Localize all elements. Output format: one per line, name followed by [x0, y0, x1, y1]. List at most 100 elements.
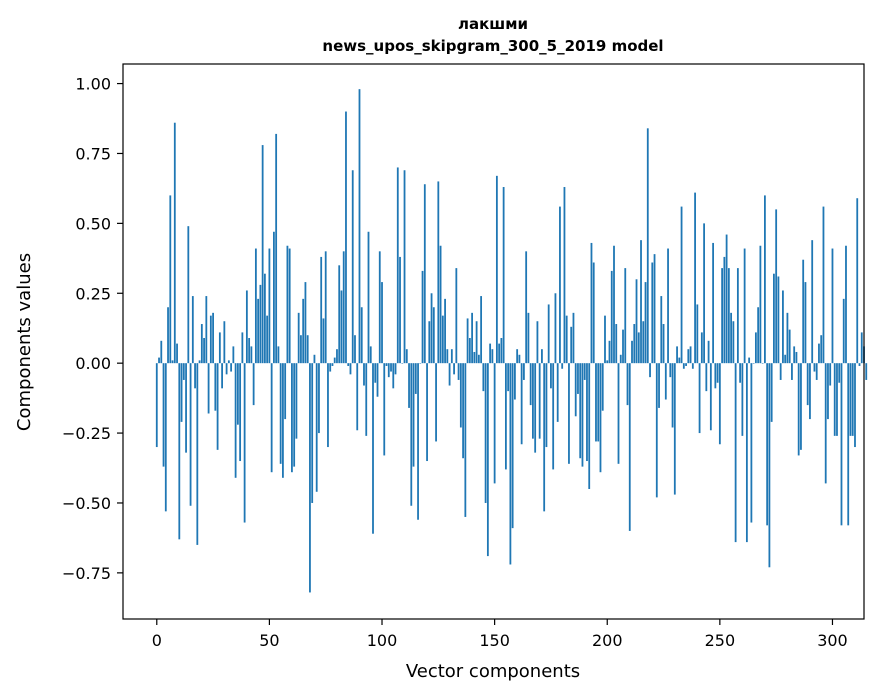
bar-component-242: [700, 332, 703, 364]
bar-series: [155, 89, 868, 593]
bar-component-264: [750, 363, 753, 523]
bar-component-284: [795, 351, 798, 364]
bar-component-3: [162, 363, 165, 467]
bar-component-220: [651, 262, 654, 364]
bar-component-116: [417, 363, 419, 520]
bar-component-97: [374, 363, 377, 383]
bar-component-207: [622, 329, 624, 364]
bar-component-61: [293, 363, 296, 467]
bar-component-5: [167, 307, 169, 364]
bar-component-303: [838, 363, 841, 383]
bar-component-86: [349, 363, 352, 375]
bar-component-174: [547, 304, 550, 364]
bar-component-223: [658, 363, 660, 408]
bar-component-110: [403, 170, 406, 364]
bar-component-54: [277, 346, 280, 364]
bar-component-98: [376, 363, 379, 397]
bar-component-279: [784, 354, 787, 364]
bar-component-34: [232, 346, 235, 364]
bar-component-307: [847, 363, 850, 526]
bar-component-190: [583, 363, 586, 380]
bar-component-213: [635, 279, 638, 364]
bar-component-119: [423, 184, 426, 364]
bar-component-297: [824, 363, 827, 484]
bar-component-57: [284, 363, 287, 420]
bar-component-227: [667, 248, 669, 364]
bar-component-195: [595, 363, 597, 442]
bar-component-266: [754, 332, 757, 364]
bar-component-131: [450, 349, 453, 364]
bar-component-291: [811, 240, 814, 364]
bar-component-275: [775, 209, 778, 364]
bar-component-6: [169, 195, 172, 364]
bar-component-281: [788, 329, 791, 364]
bar-component-214: [637, 332, 640, 364]
bar-component-75: [324, 251, 327, 364]
bar-component-157: [509, 363, 512, 565]
bar-component-56: [282, 363, 284, 478]
bar-component-55: [279, 363, 282, 464]
bar-component-209: [626, 363, 629, 406]
bar-component-63: [297, 312, 300, 364]
bar-component-211: [631, 340, 633, 364]
bar-component-8: [173, 122, 176, 364]
bar-component-125: [437, 181, 440, 364]
bar-component-87: [351, 170, 354, 364]
bar-component-249: [716, 363, 719, 383]
bar-component-53: [275, 133, 278, 364]
bar-component-193: [590, 242, 593, 364]
bar-component-10: [178, 363, 181, 540]
bar-component-247: [712, 242, 714, 364]
y-tick-label: 0.75: [75, 144, 111, 163]
bar-component-181: [563, 187, 566, 364]
bar-component-146: [484, 363, 487, 503]
chart-title: лакшми: [458, 15, 528, 33]
bar-component-66: [304, 282, 307, 364]
bar-component-191: [586, 363, 588, 462]
bar-component-274: [773, 273, 775, 364]
bar-component-156: [507, 363, 510, 392]
bar-component-101: [383, 363, 386, 456]
bar-component-194: [592, 262, 595, 364]
bar-component-138: [466, 318, 469, 364]
bar-component-192: [588, 363, 591, 489]
bar-component-106: [394, 363, 397, 375]
bar-component-280: [786, 312, 789, 364]
bar-component-108: [399, 256, 401, 364]
bar-component-150: [493, 363, 496, 484]
bar-component-141: [473, 351, 476, 364]
x-tick-label: 250: [705, 631, 736, 650]
bar-component-293: [815, 363, 818, 380]
x-axis-label: Vector components: [406, 661, 580, 682]
bar-component-39: [243, 363, 246, 523]
bar-component-224: [660, 296, 663, 364]
bar-component-128: [444, 298, 446, 364]
bar-component-64: [300, 335, 302, 364]
x-axis-ticks: 0 50 100 150 200 250 300: [152, 619, 848, 650]
bar-component-31: [225, 363, 228, 375]
bar-component-94: [367, 231, 370, 364]
bar-component-225: [662, 324, 665, 364]
bar-component-32: [227, 360, 230, 364]
y-tick-label: −0.75: [62, 564, 111, 583]
bar-component-177: [554, 293, 557, 364]
x-tick-label: 200: [592, 631, 623, 650]
bar-component-67: [306, 335, 309, 364]
bar-component-258: [736, 268, 739, 364]
bar-component-268: [759, 245, 762, 364]
bar-component-169: [536, 321, 539, 364]
bar-component-173: [545, 363, 548, 448]
bar-component-148: [489, 343, 492, 364]
bar-component-132: [453, 363, 455, 375]
bar-component-70: [313, 354, 316, 364]
bar-component-77: [329, 363, 332, 372]
bar-component-189: [581, 363, 584, 467]
bar-component-78: [331, 363, 334, 366]
bar-component-143: [477, 354, 480, 364]
bar-component-234: [682, 363, 685, 369]
bar-component-197: [599, 363, 602, 473]
y-tick-label: −0.50: [62, 494, 111, 513]
bar-component-283: [793, 346, 796, 364]
bar-component-305: [842, 298, 845, 364]
